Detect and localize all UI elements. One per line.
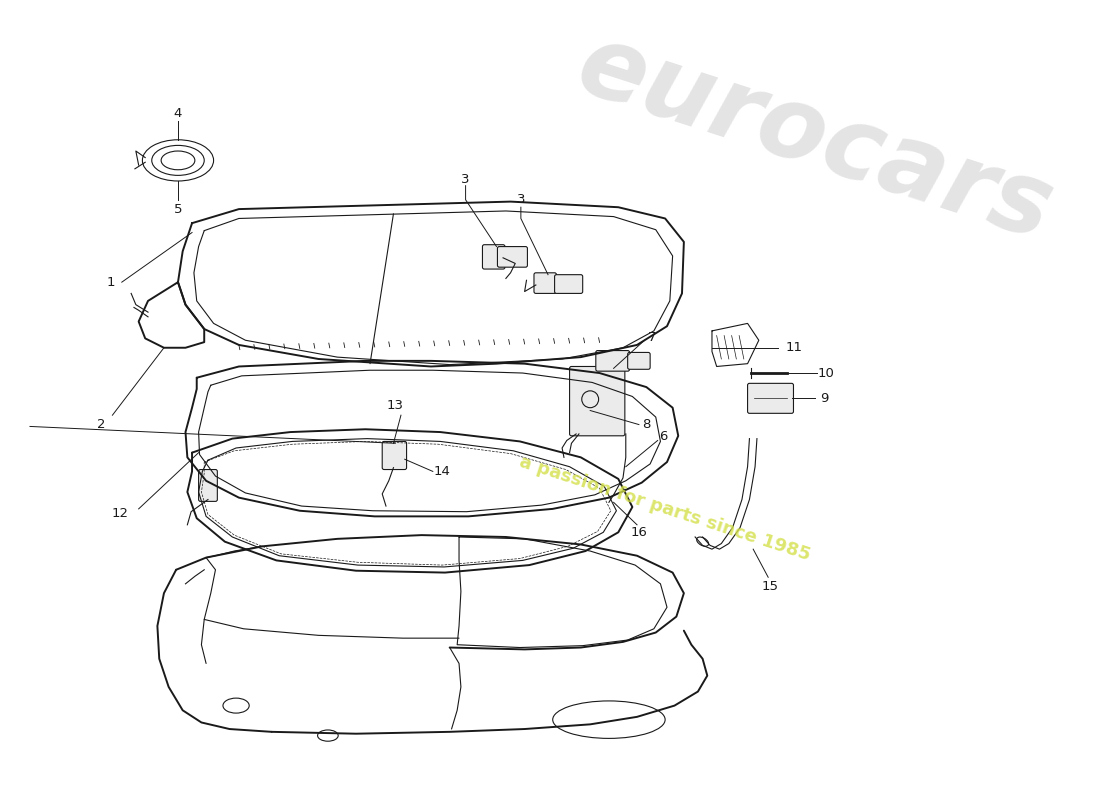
- Text: 4: 4: [174, 107, 183, 120]
- Text: 2: 2: [97, 418, 106, 431]
- FancyBboxPatch shape: [382, 442, 407, 470]
- Text: 14: 14: [433, 465, 451, 478]
- FancyBboxPatch shape: [628, 353, 650, 370]
- FancyBboxPatch shape: [596, 350, 629, 371]
- FancyBboxPatch shape: [199, 470, 218, 502]
- Text: 13: 13: [387, 399, 404, 412]
- Text: 7: 7: [648, 331, 657, 344]
- Text: 12: 12: [111, 507, 129, 520]
- Text: 10: 10: [817, 366, 835, 379]
- Text: 8: 8: [642, 418, 650, 431]
- Text: 11: 11: [785, 342, 803, 354]
- Text: 6: 6: [659, 430, 668, 443]
- Text: 1: 1: [107, 276, 114, 289]
- FancyBboxPatch shape: [534, 273, 557, 294]
- Text: 3: 3: [517, 194, 525, 206]
- Text: a passion for parts since 1985: a passion for parts since 1985: [517, 453, 813, 565]
- Text: 15: 15: [761, 580, 779, 593]
- Text: 5: 5: [174, 202, 183, 215]
- FancyBboxPatch shape: [497, 246, 527, 267]
- Text: 3: 3: [461, 173, 470, 186]
- FancyBboxPatch shape: [748, 383, 793, 414]
- Text: 9: 9: [821, 392, 828, 405]
- FancyBboxPatch shape: [483, 245, 505, 269]
- Text: eurocars: eurocars: [565, 17, 1065, 261]
- Text: 16: 16: [630, 526, 647, 538]
- FancyBboxPatch shape: [570, 366, 625, 436]
- FancyBboxPatch shape: [554, 274, 583, 294]
